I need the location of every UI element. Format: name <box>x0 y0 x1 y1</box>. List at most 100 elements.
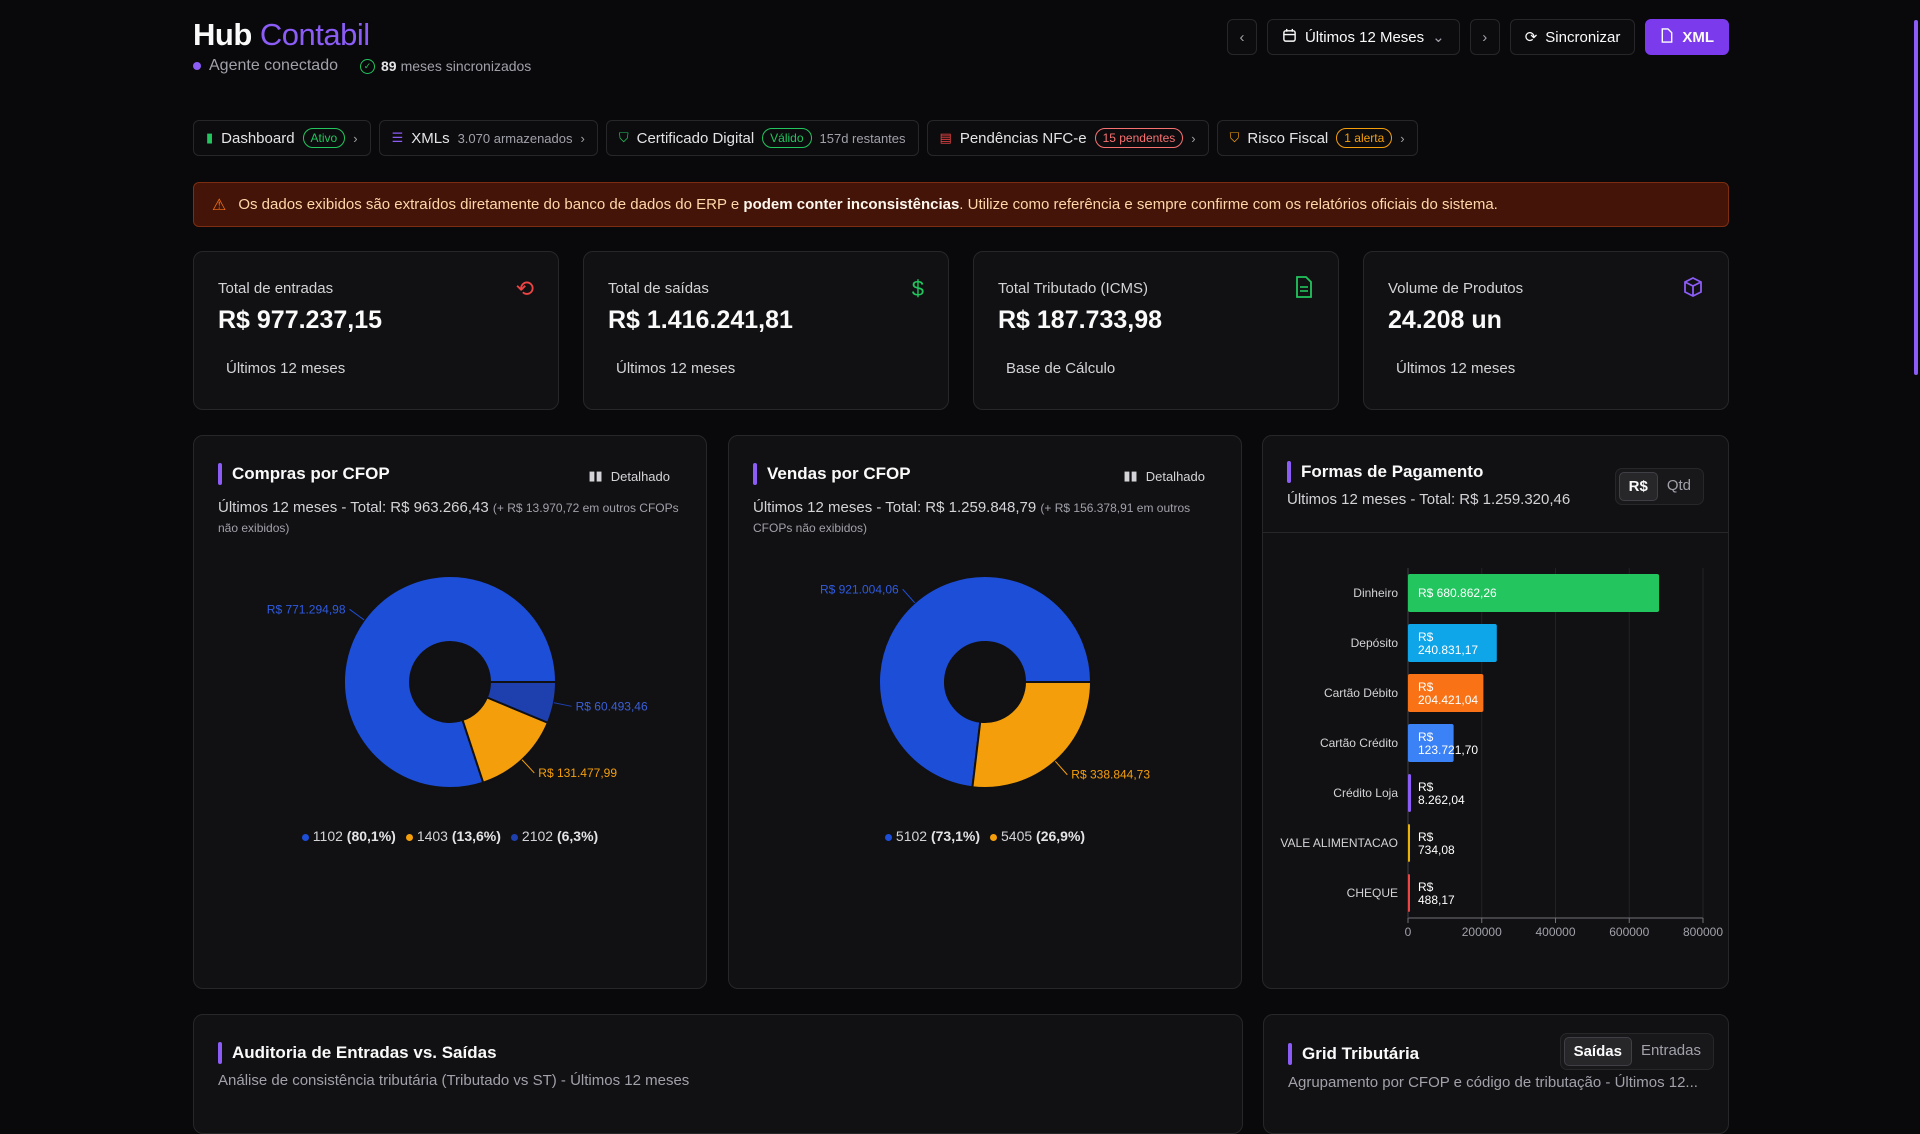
compras-legend: 1102 (80,1%) 1403 (13,6%) 2102 (6,3%) <box>194 828 706 844</box>
bar-chart-icon: ▮▮ <box>1123 468 1138 483</box>
legend-item[interactable]: 1102 (80,1%) <box>301 828 396 844</box>
data-warning-banner: ⚠ Os dados exibidos são extraídos direta… <box>193 182 1729 227</box>
legend-percent: (6,3%) <box>556 828 599 844</box>
bar-value-label: R$ <box>1418 630 1434 644</box>
legend-label: 1403 <box>416 828 452 844</box>
payment-methods-card: Formas de Pagamento Últimos 12 meses - T… <box>1262 435 1729 989</box>
legend-item[interactable]: 5405 (26,9%) <box>990 828 1085 844</box>
legend-item[interactable]: 2102 (6,3%) <box>510 828 599 844</box>
compras-cfop-card: Compras por CFOP ▮▮ Detalhado Últimos 12 … <box>193 435 707 989</box>
title-accent <box>218 463 222 485</box>
toggle-quantity[interactable]: Qtd <box>1666 477 1691 494</box>
nav-item-dashboard[interactable]: ▮ Dashboard Ativo › <box>193 120 371 156</box>
status-badge: Válido <box>762 128 812 148</box>
legend-dot-icon <box>405 833 413 841</box>
database-icon: ☰ <box>391 130 404 145</box>
chevron-right-icon: › <box>1482 28 1488 46</box>
slice-value-label: R$ 131.477,99 <box>538 766 617 780</box>
legend-label: 2102 <box>521 828 557 844</box>
bar-depósito[interactable] <box>1408 624 1497 662</box>
slice-value-label: R$ 338.844,73 <box>1071 768 1150 782</box>
slice-value-label: R$ 921.004,06 <box>820 582 899 596</box>
y-category-label: Depósito <box>1351 636 1399 650</box>
legend-item[interactable]: 1403 (13,6%) <box>405 828 501 844</box>
kpi-card-produtos: Volume de Produtos 24.208 un Últimos 12 … <box>1363 251 1729 410</box>
bar-vale-alimentacao[interactable] <box>1408 824 1410 862</box>
dollar-icon: $ <box>911 276 924 301</box>
y-category-label: Cartão Crédito <box>1320 736 1398 750</box>
slice-value-label: R$ 771.294,98 <box>267 602 346 616</box>
xml-button[interactable]: XML <box>1645 19 1729 55</box>
chevron-left-icon: ‹ <box>1239 28 1245 46</box>
receipt-icon: ▤ <box>939 130 952 145</box>
bar-cheque[interactable] <box>1408 874 1410 912</box>
hand-coins-icon: ⟲ <box>515 276 534 301</box>
detailed-button[interactable]: ▮▮ Detalhado <box>588 468 670 484</box>
legend-dot-icon <box>510 833 518 841</box>
label-leader-line <box>553 702 572 707</box>
y-category-label: CHEQUE <box>1347 886 1398 900</box>
period-value: Últimos 12 Meses <box>1304 28 1425 46</box>
vendas-legend: 5102 (73,1%) 5405 (26,9%) <box>729 828 1241 844</box>
box-icon <box>1682 276 1704 304</box>
status-badge: 1 alerta <box>1336 128 1393 148</box>
pie-slice-5102[interactable] <box>878 575 1093 789</box>
sync-button[interactable]: ⟳ Sincronizar <box>1509 19 1636 55</box>
status-text: Agente conectado <box>209 57 338 74</box>
warning-text: Os dados exibidos são extraídos diretame… <box>238 196 1498 213</box>
status-dot-icon <box>193 62 201 70</box>
brand-logo: Hub Contabil <box>193 17 370 52</box>
toggle-currency[interactable]: R$ <box>1618 472 1658 501</box>
nav-item-risco[interactable]: ⛉ Risco Fiscal 1 alerta › <box>1216 120 1418 156</box>
slice-value-label: R$ 60.493,46 <box>576 699 648 713</box>
nav-item-xmls[interactable]: ☰ XMLs 3.070 armazenados › <box>378 120 598 156</box>
value-mode-toggle: R$ Qtd <box>1614 468 1704 505</box>
bar-value-label: 123.721,70 <box>1418 743 1478 757</box>
kpi-card-icms: Total Tributado (ICMS) R$ 187.733,98 Bas… <box>973 251 1339 410</box>
prev-period-button[interactable]: ‹ <box>1226 19 1257 55</box>
detailed-button[interactable]: ▮▮ Detalhado <box>1123 468 1205 484</box>
kpi-value: R$ 187.733,98 <box>998 306 1163 334</box>
module-nav: ▮ Dashboard Ativo › ☰ XMLs 3.070 armazen… <box>193 120 1418 156</box>
period-select[interactable]: Últimos 12 Meses ⌄ <box>1266 19 1460 55</box>
bar-cartão-débito[interactable] <box>1408 674 1484 712</box>
compras-pie-chart: R$ 771.294,98 R$ 131.477,99 R$ 60.493,46 <box>267 575 648 789</box>
pie-slice-5405[interactable] <box>971 681 1093 789</box>
title-accent <box>218 1042 222 1064</box>
label-leader-line <box>902 588 916 604</box>
legend-percent: (13,6%) <box>451 828 501 844</box>
legend-dot-icon <box>301 833 309 841</box>
chevron-right-icon: › <box>353 130 358 146</box>
legend-label: 5405 <box>1001 828 1037 844</box>
card-title: Compras por CFOP <box>232 464 390 483</box>
legend-percent: (73,1%) <box>930 828 980 844</box>
pie-slice-2102[interactable] <box>485 681 558 725</box>
y-category-label: Dinheiro <box>1353 586 1398 600</box>
title-accent <box>1288 1043 1292 1065</box>
toggle-saidas[interactable]: Saídas <box>1563 1037 1632 1066</box>
label-leader-line <box>521 759 535 774</box>
y-category-label: Crédito Loja <box>1333 786 1398 800</box>
title-accent <box>1287 461 1291 483</box>
x-tick-label: 400000 <box>1535 925 1575 939</box>
status-badge: 15 pendentes <box>1094 128 1184 148</box>
x-tick-label: 200000 <box>1462 925 1502 939</box>
pie-slice-1102[interactable] <box>343 575 558 789</box>
legend-dot-icon <box>884 833 892 841</box>
x-tick-label: 600000 <box>1609 925 1649 939</box>
legend-item[interactable]: 5102 (73,1%) <box>884 828 980 844</box>
kpi-value: R$ 977.237,15 <box>218 306 383 334</box>
nav-item-pendencias[interactable]: ▤ Pendências NFC-e 15 pendentes › <box>926 120 1209 156</box>
bar-dinheiro[interactable] <box>1408 574 1660 612</box>
next-period-button[interactable]: › <box>1469 19 1500 55</box>
sync-label: meses sincronizados <box>400 58 532 74</box>
bar-cartão-crédito[interactable] <box>1408 724 1454 762</box>
header-controls: ‹ Últimos 12 Meses ⌄ › ⟳ Sincronizar XML <box>1226 19 1729 55</box>
toggle-entradas[interactable]: Entradas <box>1640 1042 1701 1059</box>
bar-crédito-loja[interactable] <box>1408 774 1412 812</box>
audit-card: Auditoria de Entradas vs. Saídas Análise… <box>193 1014 1243 1134</box>
nav-item-certificado[interactable]: ⛉ Certificado Digital Válido 157d restan… <box>605 120 919 156</box>
shield-alert-icon: ⛉ <box>1229 130 1240 145</box>
page-scrollbar[interactable] <box>1914 20 1918 375</box>
legend-percent: (80,1%) <box>346 828 396 844</box>
